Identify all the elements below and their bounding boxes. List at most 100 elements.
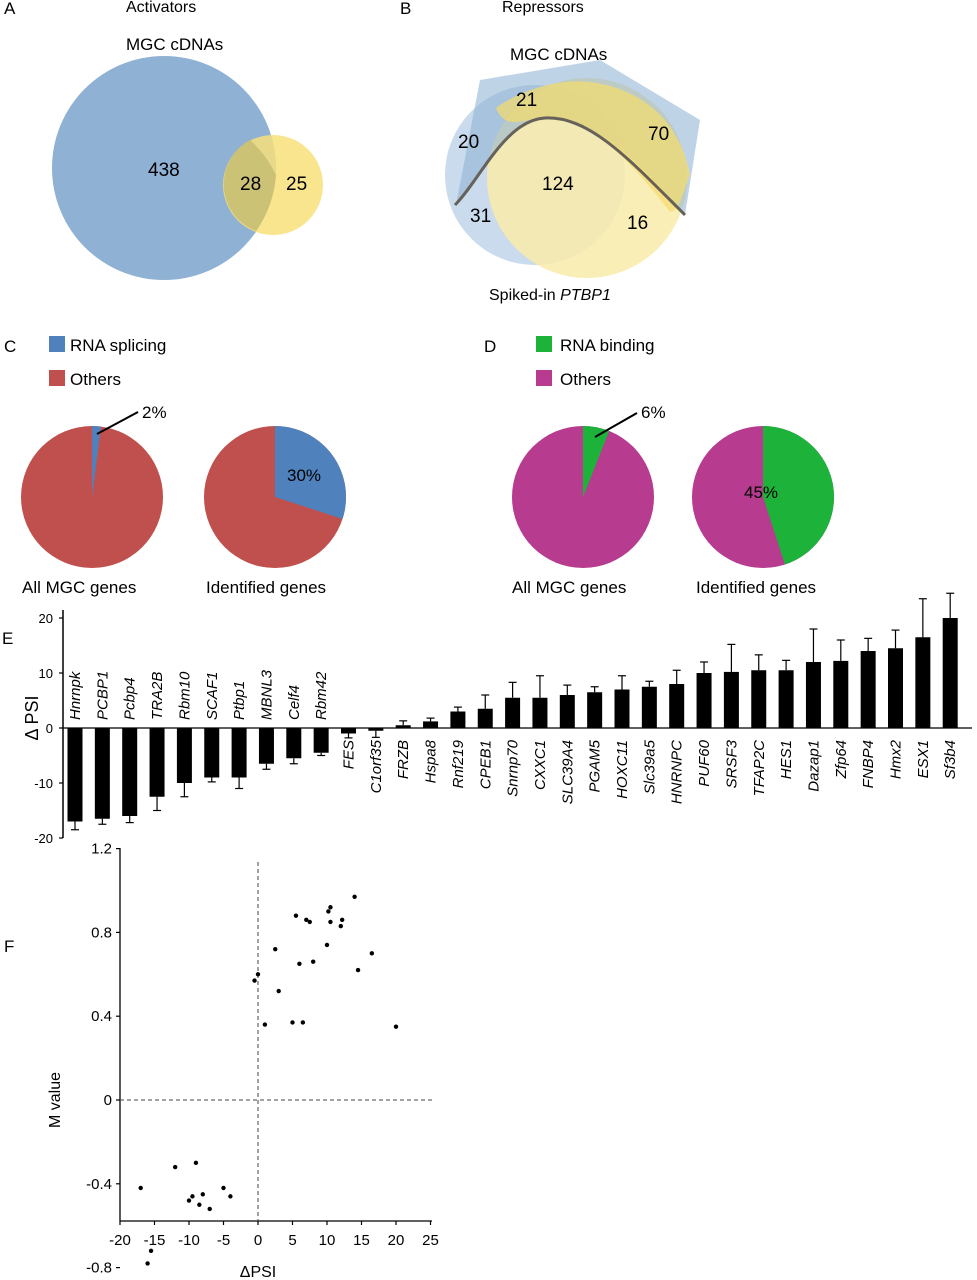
count-b-center: 124 <box>542 174 574 195</box>
f-point <box>352 894 357 899</box>
e-bar <box>641 686 657 728</box>
f-xtick-label: 20 <box>388 1232 405 1249</box>
panel-b-title: Repressors <box>502 0 584 16</box>
f-point <box>148 1248 154 1254</box>
f-point <box>338 923 343 929</box>
f-point <box>326 909 331 914</box>
f-xtick-label: -20 <box>109 1232 131 1249</box>
pie-c-all-mgc <box>21 426 163 568</box>
e-category-label: Dazap1 <box>805 740 822 792</box>
f-point <box>393 1024 399 1029</box>
e-category-label: MBNL3 <box>258 669 275 720</box>
e-category-label: Slc39a5 <box>641 739 658 794</box>
f-point <box>297 961 302 967</box>
e-ytick-label: 0 <box>46 721 53 736</box>
panel-f-letter: F <box>4 937 14 956</box>
e-category-label: SLC39A4 <box>559 740 576 804</box>
f-point <box>300 1020 306 1025</box>
f-point <box>369 951 375 956</box>
e-category-label: PCBP1 <box>94 671 111 720</box>
e-bar <box>477 708 493 728</box>
callout-line-d <box>594 412 638 438</box>
pie-d-label-0: All MGC genes <box>512 578 626 597</box>
f-point <box>255 972 261 977</box>
f-xtick-label: -10 <box>178 1232 200 1249</box>
f-ytick-label: -0.8 <box>86 1260 112 1277</box>
e-category-label: TFAP2C <box>751 740 768 797</box>
f-point <box>276 988 281 994</box>
callout-d-0: 6% <box>641 403 666 422</box>
e-bar <box>696 673 712 728</box>
e-category-label: Hmx2 <box>888 739 905 779</box>
count-b-right-bottom: 16 <box>627 213 648 234</box>
f-point <box>339 917 345 923</box>
count-b-left-top: 20 <box>458 132 479 153</box>
e-bar <box>587 692 603 728</box>
e-bar <box>833 660 849 728</box>
e-bar <box>778 670 794 728</box>
f-point <box>200 1192 205 1197</box>
e-bar <box>450 711 466 728</box>
f-xtick-label: 15 <box>353 1232 370 1249</box>
e-bar <box>942 618 958 728</box>
legend-d-swatch-1 <box>536 370 552 386</box>
panel-a-circle-label: MGC cDNAs <box>126 35 223 54</box>
legend-d-label-0: RNA binding <box>560 336 655 355</box>
e-bar <box>313 728 329 753</box>
panel-b-bottom-label: Spiked-in PTBP1 <box>489 287 611 304</box>
e-category-label: HNRNPC <box>669 740 686 804</box>
pie-d-identified <box>692 426 834 568</box>
venn-b-mgc-yellow <box>496 81 690 213</box>
venn-mgc-circle <box>52 56 276 280</box>
e-category-label: Sf3b4 <box>942 740 959 779</box>
f-point <box>145 1261 150 1266</box>
e-category-label: CXXC1 <box>532 740 549 790</box>
panel-b-top-label: MGC cDNAs <box>510 45 607 64</box>
callout-line-c <box>96 411 139 435</box>
count-overlap: 28 <box>240 174 261 195</box>
e-bar <box>395 725 411 728</box>
e-bar <box>532 697 548 728</box>
f-point <box>252 978 257 983</box>
pie-d-identified-slice-highlight <box>763 426 834 565</box>
f-xtick-label: -15 <box>144 1232 166 1249</box>
panel-a: A Activators MGC cDNAs 438 28 25 <box>4 0 323 280</box>
pie-c-all-slice-highlight <box>92 426 101 497</box>
f-point <box>355 967 361 973</box>
f-point <box>190 1194 195 1199</box>
e-category-label: SCAF1 <box>204 672 221 720</box>
e-ytick-label: 20 <box>39 611 53 626</box>
e-ytick-label: 10 <box>39 666 53 681</box>
e-bar <box>341 728 356 734</box>
bar-chart-e: 20 10 0 -10 -20 Hnrnpk PCBP1 Pcbp4 TRA2B Rbm10 SCA… <box>34 592 972 846</box>
legend-c-swatch-1 <box>49 370 65 386</box>
f-point <box>138 1185 143 1191</box>
e-bar <box>505 697 521 728</box>
f-point <box>193 1160 199 1166</box>
f-point <box>328 905 333 910</box>
callout-c-0: 2% <box>142 403 167 422</box>
e-bar <box>614 689 630 728</box>
f-ytick-label: 0.4 <box>91 1008 112 1025</box>
count-only-mgc: 438 <box>148 160 180 181</box>
e-bar <box>805 662 821 728</box>
pie-d-all-slice-highlight <box>583 426 610 497</box>
e-category-label: C1orf35 <box>368 739 385 793</box>
panel-b-letter: B <box>400 0 411 18</box>
e-category-label: HES1 <box>778 740 795 779</box>
f-xlabel: ΔPSI <box>240 1264 276 1280</box>
e-category-label: Ptbp1 <box>231 681 248 720</box>
f-point <box>173 1164 178 1170</box>
e-category-label: FNBP4 <box>860 740 877 788</box>
panel-f: F M value ΔPSI 1.20.80.40-0.4-0.8-20 -15-… <box>4 841 439 1280</box>
legend-d-label-1: Others <box>560 370 611 389</box>
e-ylabel: Δ PSI <box>22 695 42 740</box>
e-bar <box>751 670 767 728</box>
count-b-right-top: 70 <box>648 124 669 145</box>
panel-e-letter: E <box>2 629 13 648</box>
f-point <box>311 959 316 964</box>
e-bar <box>669 684 685 728</box>
e-bar <box>149 728 165 797</box>
f-point <box>307 919 312 925</box>
